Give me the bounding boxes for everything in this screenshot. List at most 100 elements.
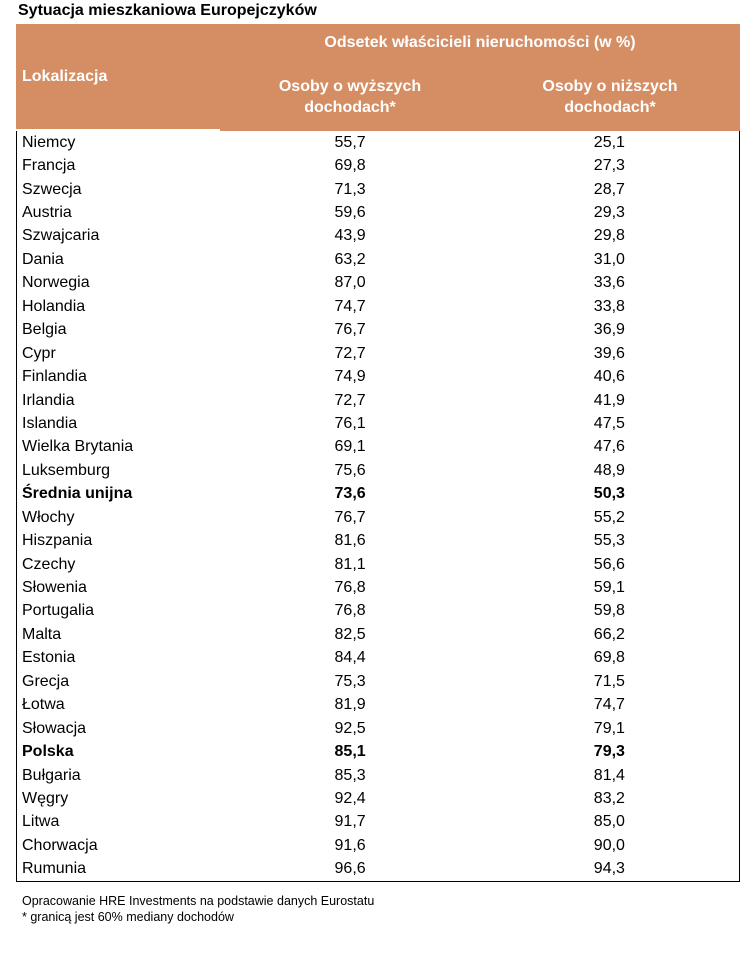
higher-income-cell: 76,1 xyxy=(334,414,366,432)
table-row: Łotwa 81,9 74,7 xyxy=(17,694,739,717)
lower-income-cell: 36,9 xyxy=(593,321,625,339)
table-row: Holandia 74,7 33,8 xyxy=(17,295,739,318)
table-row: Portugalia 76,8 59,8 xyxy=(17,600,739,623)
country-cell: Luksemburg xyxy=(22,461,111,479)
higher-income-cell: 92,4 xyxy=(334,789,366,807)
country-cell: Litwa xyxy=(22,813,60,831)
country-cell: Holandia xyxy=(22,297,86,315)
lower-income-cell: 41,9 xyxy=(593,391,625,409)
country-cell: Szwajcaria xyxy=(22,227,100,245)
table-row: Luksemburg 75,6 48,9 xyxy=(17,459,739,482)
lower-income-cell: 83,2 xyxy=(593,789,625,807)
country-cell: Norwegia xyxy=(22,274,90,292)
lower-income-cell: 47,6 xyxy=(593,438,625,456)
higher-income-cell: 76,8 xyxy=(334,579,366,597)
table-row: Malta 82,5 66,2 xyxy=(17,623,739,646)
country-cell: Finlandia xyxy=(22,368,87,386)
table-row: Austria 59,6 29,3 xyxy=(17,201,739,224)
lower-income-cell: 79,3 xyxy=(593,743,625,761)
higher-income-cell: 72,7 xyxy=(334,391,366,409)
country-cell: Belgia xyxy=(22,321,67,339)
header-divider xyxy=(16,129,220,131)
table-row: Estonia 84,4 69,8 xyxy=(17,647,739,670)
country-cell: Hiszpania xyxy=(22,532,93,550)
table-body: Niemcy 55,7 25,1 Francja 69,8 27,3 Szwecja 71,3… xyxy=(16,131,740,882)
header-higher-income-line2: dochodach* xyxy=(304,99,396,116)
lower-income-cell: 29,3 xyxy=(593,204,625,222)
lower-income-cell: 29,8 xyxy=(593,227,625,245)
table-row: Czechy 81,1 56,6 xyxy=(17,553,739,576)
table-row: Polska 85,1 79,3 xyxy=(17,740,739,763)
country-cell: Cypr xyxy=(22,344,56,362)
table-row: Cypr 72,7 39,6 xyxy=(17,342,739,365)
country-cell: Szwecja xyxy=(22,180,82,198)
higher-income-cell: 71,3 xyxy=(334,180,366,198)
lower-income-cell: 39,6 xyxy=(593,344,625,362)
country-cell: Średnia unijna xyxy=(22,485,133,503)
header-group: Odsetek właścicieli nieruchomości (w %) xyxy=(324,34,636,51)
higher-income-cell: 69,8 xyxy=(334,157,366,175)
lower-income-cell: 55,3 xyxy=(593,532,625,550)
country-cell: Wielka Brytania xyxy=(22,438,134,456)
table-row: Islandia 76,1 47,5 xyxy=(17,412,739,435)
lower-income-cell: 74,7 xyxy=(593,696,625,714)
higher-income-cell: 63,2 xyxy=(334,250,366,268)
lower-income-cell: 59,1 xyxy=(593,579,625,597)
table-row: Włochy 76,7 55,2 xyxy=(17,506,739,529)
table-row: Hiszpania 81,6 55,3 xyxy=(17,529,739,552)
lower-income-cell: 90,0 xyxy=(593,836,625,854)
lower-income-cell: 40,6 xyxy=(593,368,625,386)
lower-income-cell: 33,6 xyxy=(593,274,625,292)
higher-income-cell: 87,0 xyxy=(334,274,366,292)
lower-income-cell: 56,6 xyxy=(593,555,625,573)
country-cell: Chorwacja xyxy=(22,836,98,854)
table-row: Wielka Brytania 69,1 47,6 xyxy=(17,436,739,459)
higher-income-cell: 76,8 xyxy=(334,602,366,620)
lower-income-cell: 48,9 xyxy=(593,461,625,479)
header-higher-income-line1: Osoby o wyższych xyxy=(278,78,422,95)
source-note: Opracowanie HRE Investments na podstawie… xyxy=(22,894,375,908)
country-cell: Polska xyxy=(22,743,74,761)
country-cell: Włochy xyxy=(22,508,75,526)
higher-income-cell: 43,9 xyxy=(334,227,366,245)
higher-income-cell: 85,1 xyxy=(334,743,366,761)
lower-income-cell: 27,3 xyxy=(593,157,625,175)
header-location: Lokalizacja xyxy=(22,68,108,85)
lower-income-cell: 66,2 xyxy=(593,625,625,643)
country-cell: Bułgaria xyxy=(22,766,81,784)
header-higher-income: Osoby o wyższych dochodach* xyxy=(220,76,480,118)
lower-income-cell: 79,1 xyxy=(593,719,625,737)
table-row: Węgry 92,4 83,2 xyxy=(17,787,739,810)
ownership-table: Lokalizacja Odsetek właścicieli nierucho… xyxy=(16,24,740,882)
table-row: Finlandia 74,9 40,6 xyxy=(17,365,739,388)
lower-income-cell: 85,0 xyxy=(593,813,625,831)
higher-income-cell: 74,9 xyxy=(334,368,366,386)
higher-income-cell: 73,6 xyxy=(334,485,366,503)
lower-income-cell: 31,0 xyxy=(593,250,625,268)
country-cell: Czechy xyxy=(22,555,76,573)
table-row: Chorwacja 91,6 90,0 xyxy=(17,834,739,857)
lower-income-cell: 59,8 xyxy=(593,602,625,620)
table-row: Szwecja 71,3 28,7 xyxy=(17,178,739,201)
country-cell: Malta xyxy=(22,625,62,643)
header-lower-income-line1: Osoby o niższych xyxy=(542,78,678,95)
country-cell: Islandia xyxy=(22,414,78,432)
higher-income-cell: 81,1 xyxy=(334,555,366,573)
higher-income-cell: 72,7 xyxy=(334,344,366,362)
higher-income-cell: 75,6 xyxy=(334,461,366,479)
table-row: Szwajcaria 43,9 29,8 xyxy=(17,225,739,248)
lower-income-cell: 81,4 xyxy=(593,766,625,784)
threshold-note: * granicą jest 60% mediany dochodów xyxy=(22,910,234,924)
lower-income-cell: 50,3 xyxy=(593,485,625,503)
footnotes: Opracowanie HRE Investments na podstawie… xyxy=(22,893,374,925)
country-cell: Węgry xyxy=(22,789,69,807)
lower-income-cell: 25,1 xyxy=(593,133,625,151)
table-row: Norwegia 87,0 33,6 xyxy=(17,272,739,295)
higher-income-cell: 75,3 xyxy=(334,672,366,690)
header-lower-income: Osoby o niższych dochodach* xyxy=(480,76,740,118)
header-lower-income-line2: dochodach* xyxy=(564,99,656,116)
higher-income-cell: 55,7 xyxy=(334,133,366,151)
table-row: Belgia 76,7 36,9 xyxy=(17,319,739,342)
page-title: Sytuacja mieszkaniowa Europejczyków xyxy=(18,2,317,19)
lower-income-cell: 28,7 xyxy=(593,180,625,198)
